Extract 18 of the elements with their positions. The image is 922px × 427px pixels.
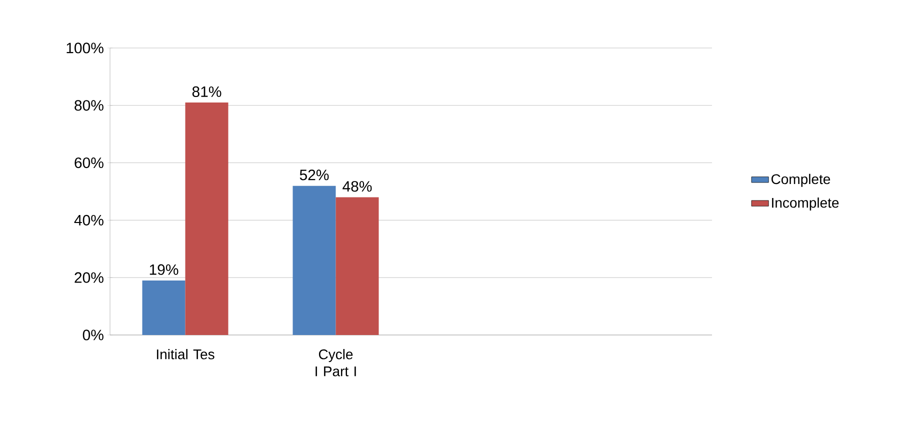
y-tick-label: 80%: [74, 100, 104, 111]
data-label: 81%: [192, 86, 222, 97]
y-tick-label: 60%: [74, 157, 104, 168]
y-tick-label: 40%: [74, 214, 104, 226]
y-tick-label: 100%: [66, 42, 104, 54]
data-label: 19%: [150, 264, 178, 275]
x-tick-label: Initial Tes: [156, 349, 214, 360]
bar: [185, 102, 228, 335]
data-label: 52%: [300, 170, 329, 180]
legend-label: Incomplete: [772, 197, 839, 211]
y-tick-label: 0%: [82, 330, 104, 340]
x-tick-label: Cycle I Part I: [316, 349, 356, 376]
bar: [142, 280, 186, 335]
legend-label: Complete: [771, 174, 830, 187]
bar: [292, 186, 336, 335]
bar: [336, 197, 379, 335]
data-label: 48%: [342, 181, 372, 192]
y-tick-label: 20%: [74, 272, 104, 283]
